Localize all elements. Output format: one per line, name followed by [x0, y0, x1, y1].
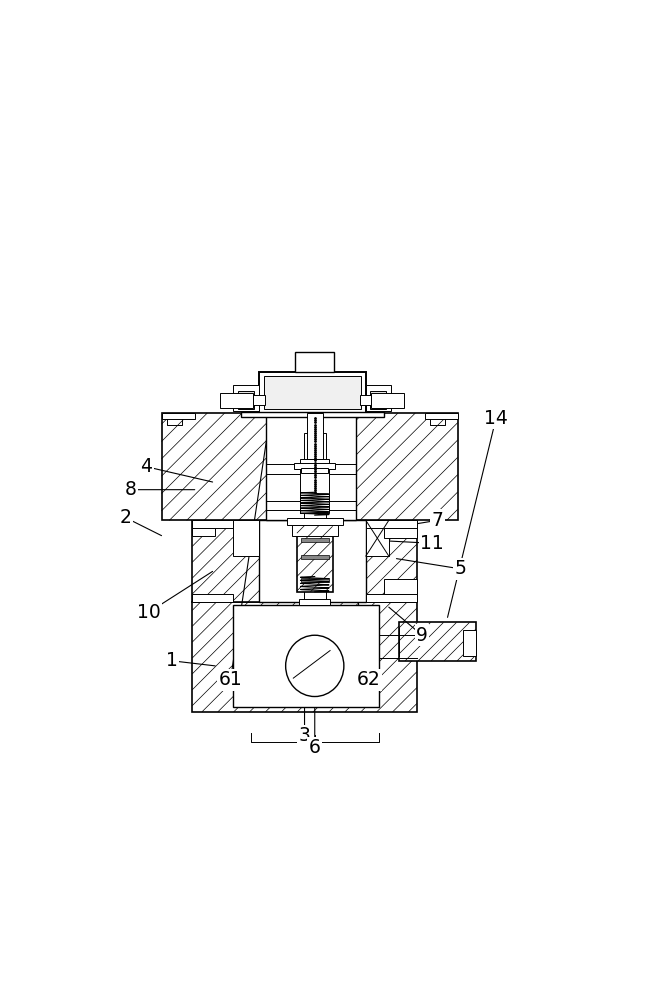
Bar [233, 385, 258, 411]
Bar [384, 528, 417, 538]
Bar [295, 352, 334, 372]
Text: 11: 11 [420, 534, 444, 553]
Bar [384, 579, 417, 594]
Bar [424, 413, 458, 419]
Bar [295, 463, 335, 469]
Bar [233, 605, 378, 707]
Bar [292, 525, 337, 536]
Bar [192, 602, 417, 712]
Bar [258, 520, 366, 602]
Bar [192, 594, 233, 602]
Bar [370, 391, 386, 409]
Bar [192, 520, 233, 528]
Bar [301, 459, 329, 513]
Bar [304, 433, 326, 602]
Bar [366, 520, 389, 556]
Bar [238, 391, 254, 409]
Bar [366, 520, 417, 528]
Bar [360, 395, 371, 405]
Text: 4: 4 [140, 457, 152, 476]
Text: 3: 3 [299, 726, 310, 745]
Bar [297, 525, 333, 592]
Bar [301, 555, 329, 559]
Bar [301, 538, 329, 542]
Text: 6: 6 [309, 738, 321, 757]
Bar [399, 622, 476, 661]
Bar [241, 412, 384, 417]
Bar [233, 520, 258, 556]
Bar [301, 578, 329, 582]
Bar [192, 520, 417, 602]
Bar [192, 528, 215, 536]
Text: 62: 62 [357, 670, 380, 689]
Text: 2: 2 [120, 508, 132, 527]
Bar [463, 630, 476, 656]
Bar [371, 393, 404, 408]
Text: 5: 5 [454, 559, 467, 578]
Bar [220, 393, 254, 408]
Ellipse shape [285, 635, 344, 697]
Text: 9: 9 [416, 626, 428, 645]
Bar [264, 376, 360, 409]
Bar [258, 372, 366, 413]
Text: 7: 7 [432, 511, 444, 530]
Bar [299, 599, 330, 605]
Text: 8: 8 [125, 480, 137, 499]
Text: 10: 10 [137, 603, 161, 622]
Bar [366, 385, 391, 411]
Text: 61: 61 [219, 670, 243, 689]
Bar [366, 594, 417, 602]
Text: 1: 1 [166, 651, 178, 670]
Bar [266, 413, 356, 520]
Bar [287, 518, 343, 525]
Bar [161, 413, 458, 520]
Bar [301, 468, 328, 473]
Bar [254, 395, 265, 405]
Bar [161, 413, 195, 419]
Text: 14: 14 [484, 409, 508, 428]
Bar [306, 413, 323, 459]
